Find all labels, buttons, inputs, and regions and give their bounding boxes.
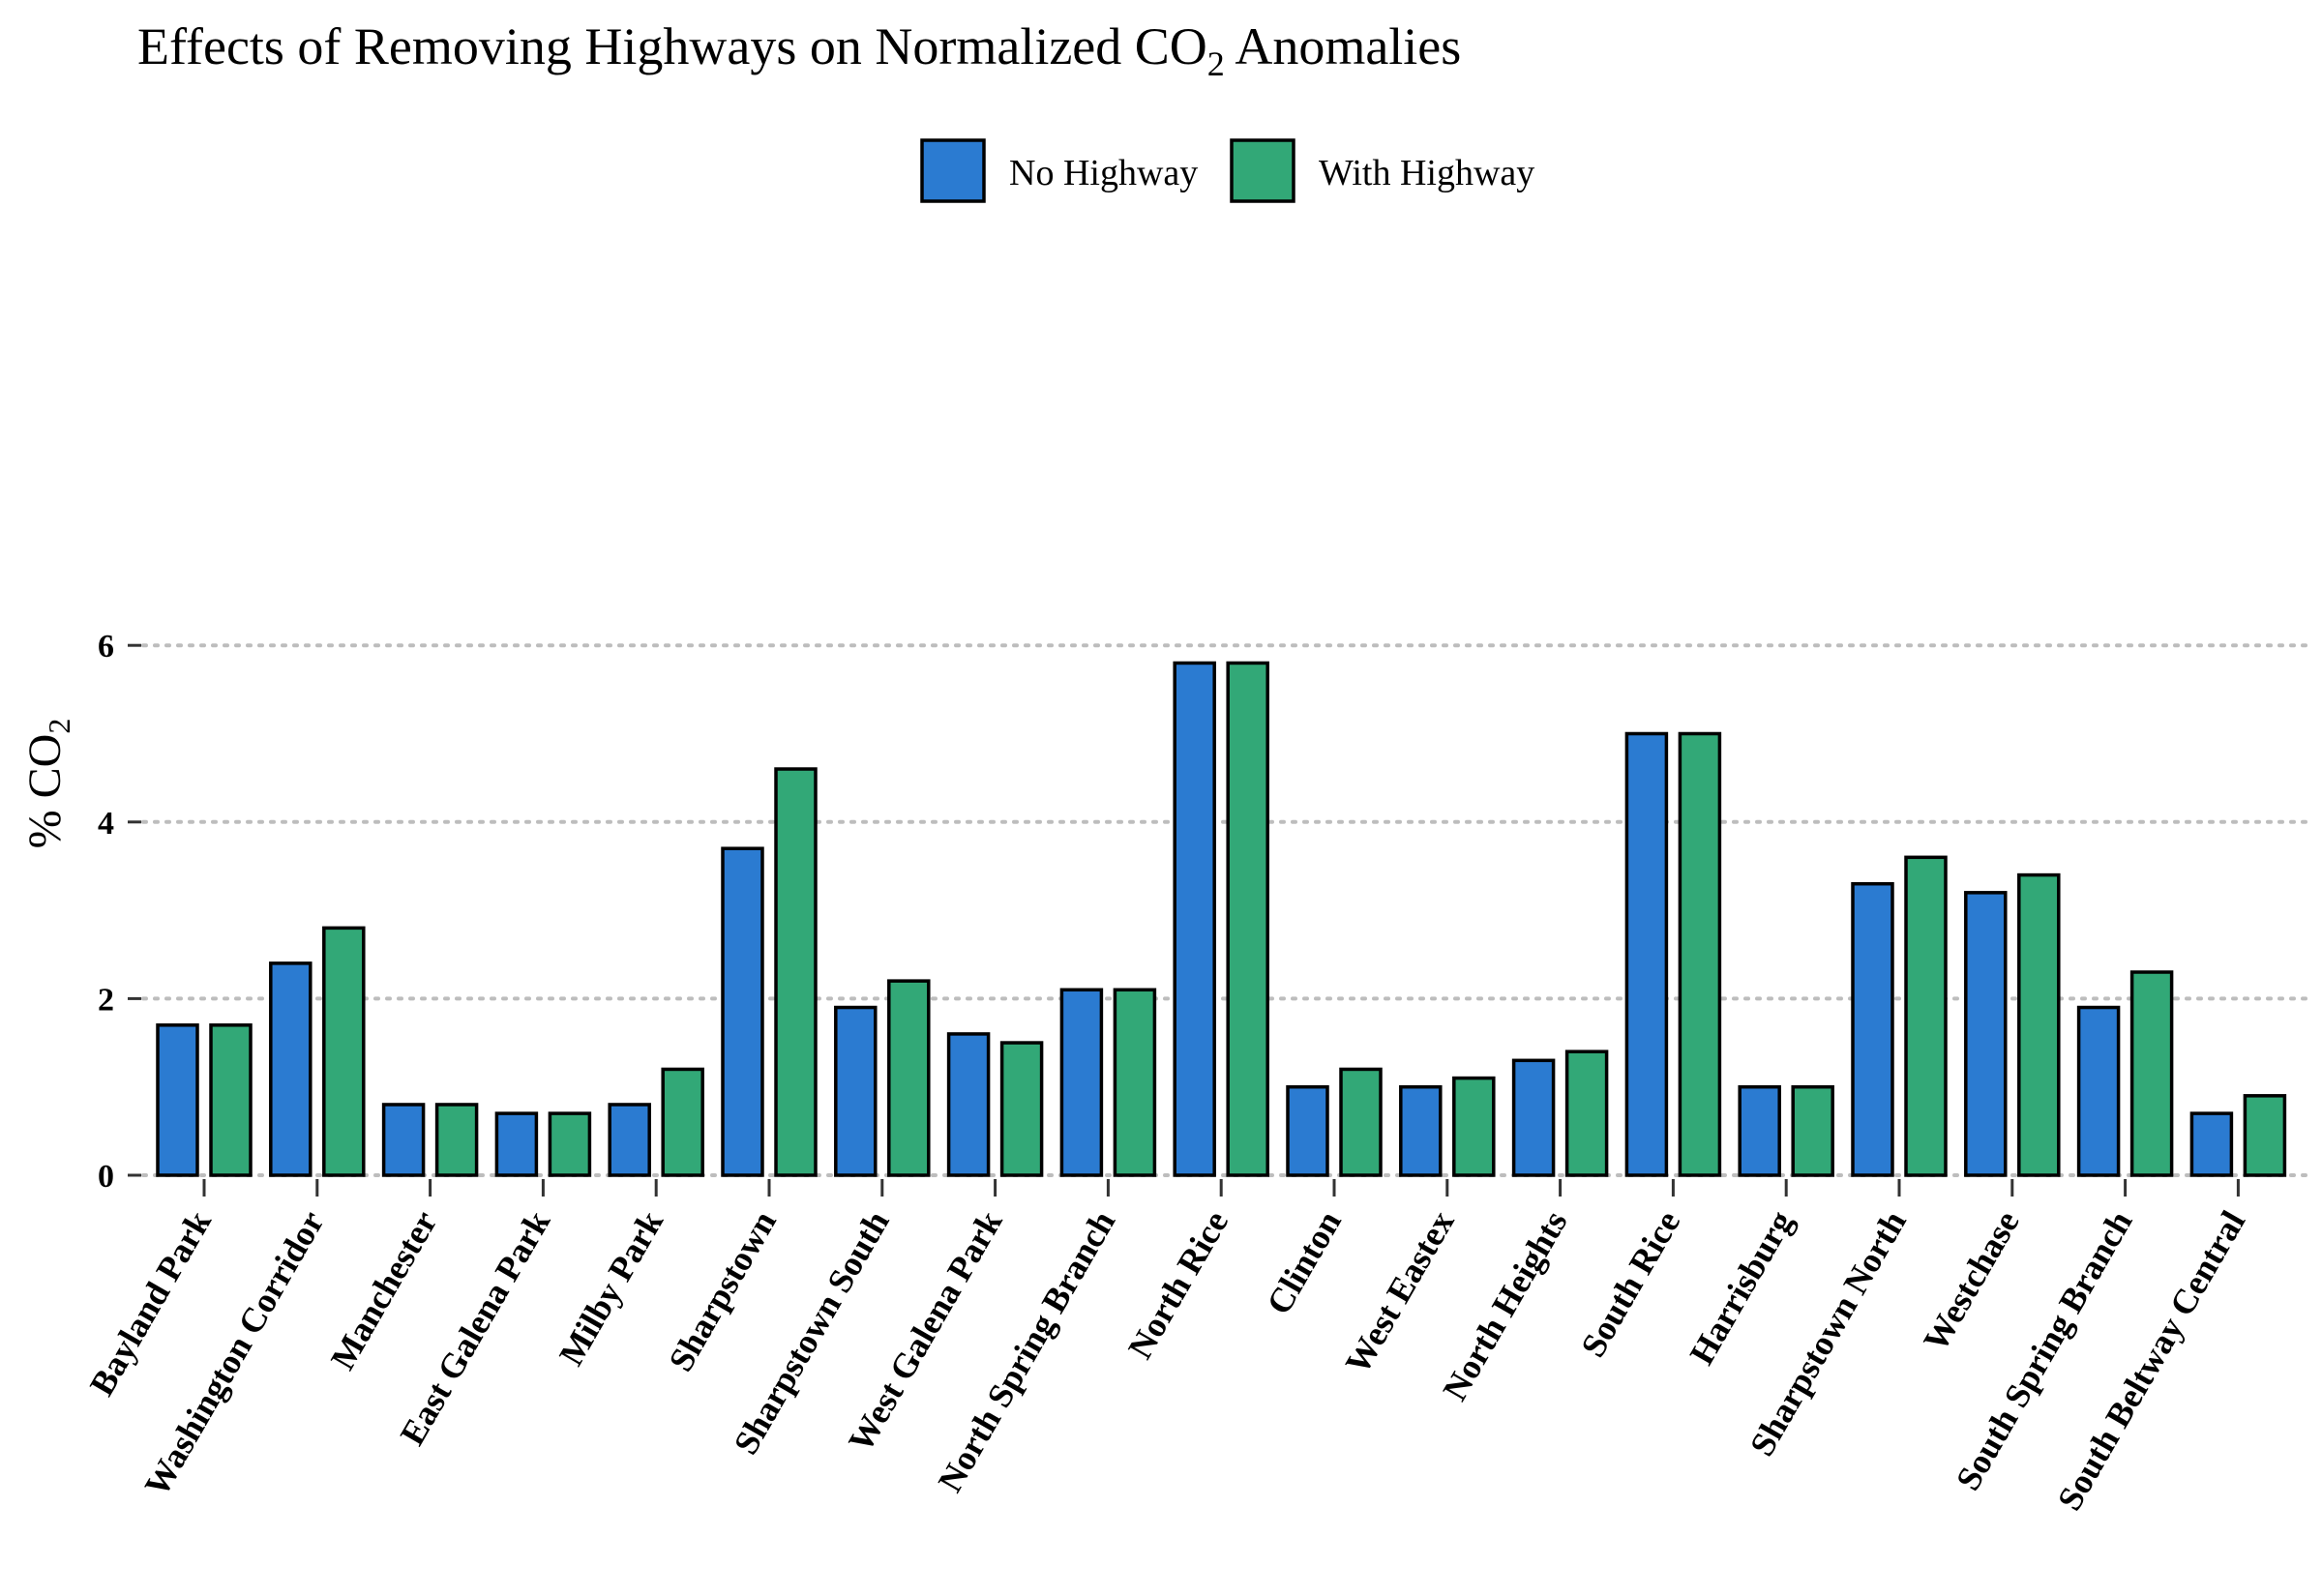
bar-no-highway xyxy=(156,1023,199,1177)
x-tick-label: North Rice xyxy=(1120,1204,1235,1365)
bar-no-highway xyxy=(494,1111,539,1177)
bar-no-highway xyxy=(2076,1005,2121,1177)
bar-with-highway xyxy=(1452,1076,1496,1177)
bar-no-highway xyxy=(1624,731,1669,1177)
legend: No Highway With Highway xyxy=(920,138,1534,203)
x-tick-label: West Eastex xyxy=(1338,1204,1462,1380)
bar-no-highway xyxy=(1511,1058,1556,1177)
bar-no-highway xyxy=(721,846,764,1177)
bar-no-highway xyxy=(608,1103,651,1177)
bar-with-highway xyxy=(1791,1084,1834,1177)
bar-with-highway xyxy=(1904,855,1948,1177)
bar-with-highway xyxy=(887,979,931,1177)
bar-with-highway xyxy=(661,1067,704,1177)
bar-with-highway xyxy=(1339,1067,1383,1177)
bar-no-highway xyxy=(381,1103,426,1177)
bar-with-highway xyxy=(1678,731,1722,1177)
y-tick-label: 0 xyxy=(98,1159,114,1195)
x-tick-label: Manchester xyxy=(323,1204,445,1376)
y-tick-label: 2 xyxy=(98,982,114,1018)
x-tick-label: Milby Park xyxy=(551,1204,670,1372)
bar-no-highway xyxy=(1738,1084,1781,1177)
bar-no-highway xyxy=(834,1005,878,1177)
y-axis-ticks: 0 2 4 6 xyxy=(98,629,141,1195)
bar-with-highway xyxy=(2243,1094,2287,1177)
bar-no-highway xyxy=(1399,1084,1443,1177)
y-axis-label: % CO2 xyxy=(19,719,76,849)
y-tick-label: 4 xyxy=(98,806,114,842)
x-tick-label: Westchase xyxy=(1916,1204,2027,1358)
bar-no-highway xyxy=(1173,661,1216,1177)
x-tick-label: Clinton xyxy=(1259,1204,1349,1320)
y-tick-label: 6 xyxy=(98,629,114,665)
bar-with-highway xyxy=(999,1041,1044,1177)
x-tick-label: Bayland Park xyxy=(82,1204,219,1403)
bar-with-highway xyxy=(1564,1049,1609,1177)
bar-with-highway xyxy=(322,926,366,1177)
bar-with-highway xyxy=(2129,970,2174,1177)
bar-no-highway xyxy=(1286,1084,1329,1177)
legend-label: No Highway xyxy=(1009,153,1198,193)
bar-no-highway xyxy=(1851,881,1894,1177)
bars xyxy=(156,661,2287,1177)
x-tick-label: South Rice xyxy=(1573,1204,1687,1364)
x-tick-label: North Heights xyxy=(1435,1204,1574,1407)
x-tick-label: Sharpstown xyxy=(661,1204,784,1377)
bar-with-highway xyxy=(548,1111,592,1177)
bar-no-highway xyxy=(946,1032,991,1177)
bar-with-highway xyxy=(774,767,818,1177)
bar-no-highway xyxy=(269,961,313,1177)
x-tick-label: Harrisburg xyxy=(1682,1204,1801,1371)
bar-no-highway xyxy=(2189,1111,2234,1177)
legend-label: With Highway xyxy=(1319,153,1534,193)
legend-swatch xyxy=(920,138,986,203)
bar-with-highway xyxy=(434,1103,479,1177)
bar-no-highway xyxy=(1059,988,1104,1177)
chart-title: Effects of Removing Highways on Normaliz… xyxy=(137,17,1461,83)
bar-with-highway xyxy=(1226,661,1269,1177)
bar-with-highway xyxy=(209,1023,253,1177)
bar-with-highway xyxy=(2017,872,2061,1177)
bar-no-highway xyxy=(1964,891,2008,1177)
bar-with-highway xyxy=(1113,988,1157,1177)
legend-swatch xyxy=(1230,138,1295,203)
